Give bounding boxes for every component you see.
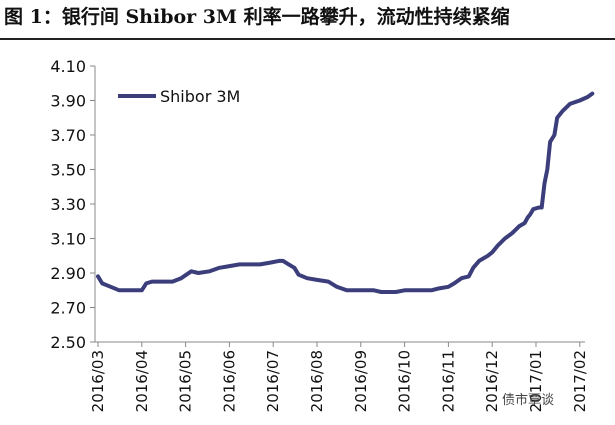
x-tick-label: 2016/10 xyxy=(396,350,414,412)
title-divider xyxy=(0,38,615,40)
y-axis-ticks: 4.10 3.90 3.70 3.50 3.30 3.10 2.90 2.70 2.50 xyxy=(50,57,95,352)
chart-axes xyxy=(94,66,585,343)
y-tick-label: 2.90 xyxy=(50,264,86,283)
x-tick-label: 2016/11 xyxy=(439,350,457,412)
series-line-shibor-3m xyxy=(96,91,595,294)
y-tick-label: 4.10 xyxy=(50,57,86,76)
y-tick-label: 3.70 xyxy=(50,126,86,145)
y-tick-label: 3.30 xyxy=(50,195,86,214)
figure-title: 图 1：银行间 Shibor 3M 利率一路攀升，流动性持续紧缩 xyxy=(4,6,510,28)
x-tick-label: 2016/07 xyxy=(264,350,282,412)
x-tick-label: 2016/03 xyxy=(89,350,107,412)
x-axis-ticks: 2016/03 2016/04 2016/05 2016/06 2016/07 2016/… xyxy=(89,342,589,412)
x-tick-label: 2016/04 xyxy=(133,350,151,412)
legend-label: Shibor 3M xyxy=(160,87,240,106)
x-tick-label: 2016/09 xyxy=(352,350,370,412)
chart-series xyxy=(96,91,595,294)
y-tick-label: 3.10 xyxy=(50,230,86,249)
y-tick-label: 3.90 xyxy=(50,92,86,111)
watermark-text: 债市覃谈 xyxy=(502,393,555,408)
x-tick-label: 2016/05 xyxy=(177,350,195,412)
y-tick-label: 2.50 xyxy=(50,333,86,352)
x-tick-label: 2016/12 xyxy=(483,350,501,412)
x-tick-label: 2016/08 xyxy=(308,350,326,412)
chart-legend: Shibor 3M xyxy=(118,87,240,106)
x-tick-label: 2017/01 xyxy=(527,350,545,412)
y-tick-label: 2.70 xyxy=(50,299,86,318)
x-tick-label: 2016/06 xyxy=(220,350,238,412)
y-tick-label: 3.50 xyxy=(50,161,86,180)
x-tick-label: 2017/02 xyxy=(571,350,589,412)
